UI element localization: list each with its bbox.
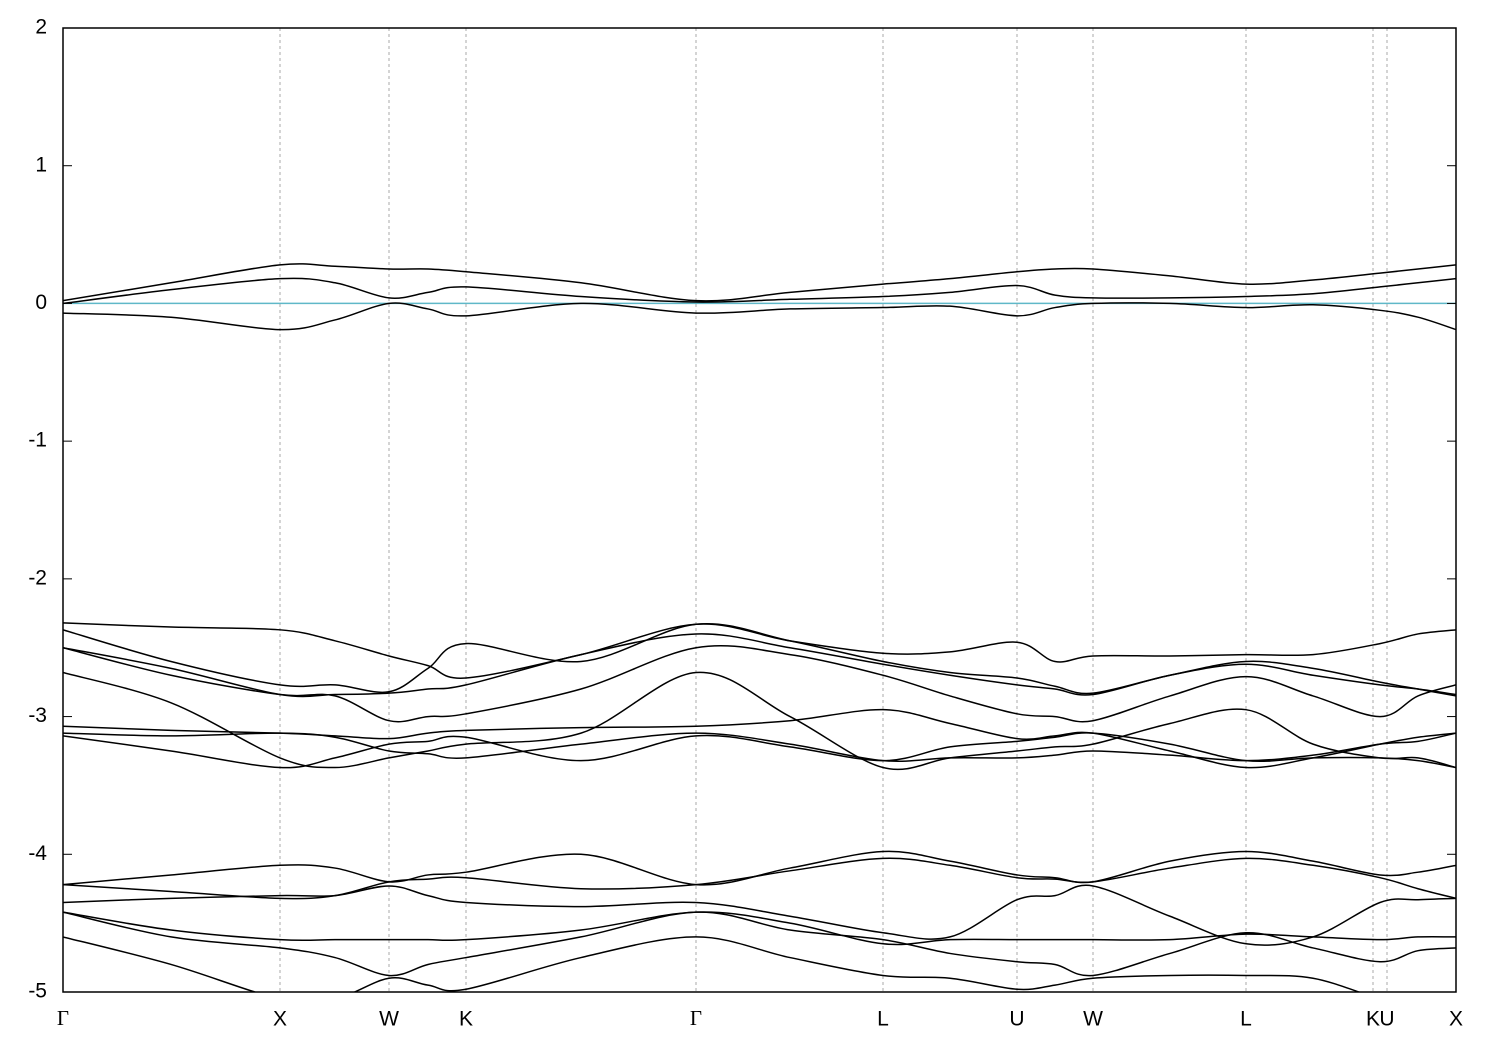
band-line (63, 936, 1362, 992)
x-tick-label: L (1240, 1008, 1252, 1031)
x-tick-label: W (1083, 1008, 1103, 1031)
y-tick-label: -2 (28, 566, 47, 589)
band-line (63, 277, 1456, 305)
band-line (63, 671, 1456, 771)
x-tick-label: K (459, 1008, 473, 1031)
band-line (63, 622, 1456, 679)
x-tick-label: X (273, 1008, 287, 1031)
band-line (63, 263, 1456, 302)
y-tick-label: -5 (28, 980, 47, 1003)
band-line (63, 645, 1456, 723)
y-tick-label: 0 (35, 291, 47, 314)
x-tick-label: K (1366, 1008, 1380, 1031)
grid (279, 28, 1388, 992)
band-line (63, 633, 1456, 698)
band-line (63, 857, 1456, 900)
y-tick-label: -4 (28, 842, 47, 865)
band-line (63, 850, 1456, 886)
band-line (63, 732, 1456, 763)
band-line (63, 708, 1456, 769)
band-line (63, 884, 1456, 946)
plot-frame (62, 27, 1457, 993)
x-tick-label: Γ (690, 1006, 702, 1030)
x-tick-label: Γ (57, 1006, 69, 1030)
y-tick-label: 2 (35, 16, 47, 39)
band-line (63, 911, 1456, 946)
y-tick-label: -3 (28, 704, 47, 727)
x-tick-label: L (877, 1008, 889, 1031)
band-line (63, 623, 1456, 697)
bands (63, 263, 1456, 992)
x-tick-label: X (1449, 1008, 1463, 1031)
x-tick-label: U (1379, 1008, 1394, 1031)
y-tick-label: 1 (35, 153, 47, 176)
band-line (63, 911, 1456, 977)
x-tick-label: U (1009, 1008, 1024, 1031)
band-line (63, 302, 1456, 331)
band-line (63, 732, 1456, 769)
x-tick-label: W (379, 1008, 399, 1031)
y-tick-label: -1 (28, 429, 47, 452)
